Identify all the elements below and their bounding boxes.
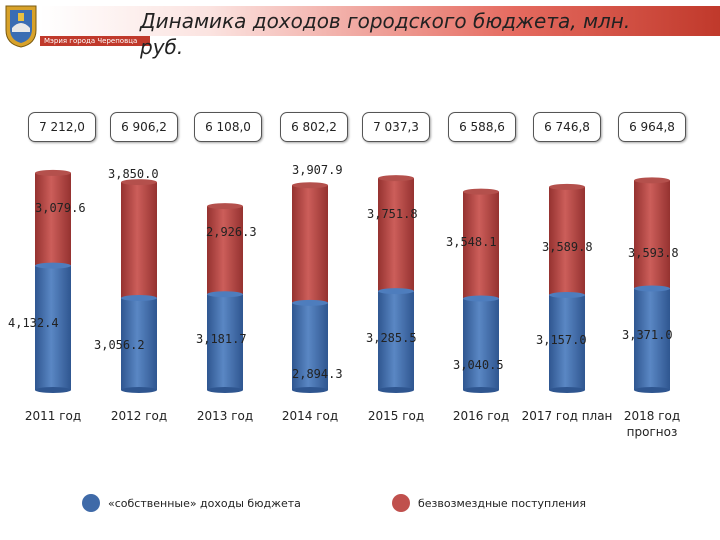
bar-own-bottom-cap xyxy=(634,387,670,393)
x-tick-label: 2011 год xyxy=(25,409,81,423)
x-tick-label: 2013 год xyxy=(197,409,253,423)
bar-own-revenue xyxy=(207,294,243,390)
bar-grants xyxy=(463,191,499,299)
bar-segment-cap xyxy=(549,291,585,298)
bar-own-revenue xyxy=(35,265,71,390)
bar-own-revenue xyxy=(463,298,499,390)
org-label: Мэрия города Череповца xyxy=(44,37,138,45)
bar-own-revenue xyxy=(292,302,328,390)
data-label-grants: 2,926.3 xyxy=(206,225,257,239)
bar-top-cap xyxy=(634,177,670,184)
bar-own-revenue xyxy=(378,291,414,390)
bar-segment-cap xyxy=(35,262,71,269)
bar-grants xyxy=(207,206,243,295)
data-label-grants: 3,079.6 xyxy=(35,201,86,215)
data-label-grants: 3,593.8 xyxy=(628,246,679,260)
banner-gradient-bar xyxy=(40,6,720,36)
x-tick-label: 2012 год xyxy=(111,409,167,423)
title-line-1: Динамика доходов городского бюджета, млн… xyxy=(140,9,631,33)
stacked-bar-chart: 4,132.4 3,079.6 2011 год 3,056.2 3,850.0 2012… xyxy=(8,163,680,439)
legend-swatch xyxy=(392,494,410,512)
bar-top-cap xyxy=(292,182,328,189)
data-label-own: 2,894.3 xyxy=(292,367,343,381)
total-box: 6 588,6 xyxy=(448,112,516,142)
title-line-2: руб. xyxy=(140,35,184,59)
data-label-own: 3,040.5 xyxy=(453,358,504,372)
bar-own-bottom-cap xyxy=(207,387,243,393)
legend-label: безвозмездные поступления xyxy=(418,497,586,510)
data-label-own: 3,371.0 xyxy=(622,328,673,342)
total-box: 6 906,2 xyxy=(110,112,178,142)
bar-grants xyxy=(378,178,414,292)
bar-segment-cap xyxy=(207,291,243,298)
data-label-own: 3,181.7 xyxy=(196,332,247,346)
legend-label: «собственные» доходы бюджета xyxy=(108,497,301,510)
x-tick-label: 2015 год xyxy=(368,409,424,423)
total-box: 6 746,8 xyxy=(533,112,601,142)
bar-grants xyxy=(35,172,71,266)
bar-grants xyxy=(634,180,670,289)
x-tick-label: 2017 год план xyxy=(522,409,613,423)
x-tick-label: прогноз xyxy=(627,425,678,439)
page-title: Динамика доходов городского бюджета, млн… xyxy=(140,8,720,60)
bar-top-cap xyxy=(35,169,71,176)
total-box: 6 802,2 xyxy=(280,112,348,142)
data-label-own: 3,285.5 xyxy=(366,331,417,345)
bar-own-revenue xyxy=(634,288,670,390)
bar-top-cap xyxy=(207,203,243,210)
bar-segment-cap xyxy=(292,299,328,306)
bar-top-cap xyxy=(378,175,414,182)
bar-segment-cap xyxy=(463,295,499,302)
bar-grants xyxy=(292,185,328,303)
x-tick-label: 2014 год xyxy=(282,409,338,423)
data-label-grants: 3,751.8 xyxy=(367,207,418,221)
bar-top-cap xyxy=(549,183,585,190)
bar-grants xyxy=(549,186,585,295)
org-strip: Мэрия города Череповца xyxy=(40,36,150,46)
total-box: 7 212,0 xyxy=(28,112,96,142)
data-label-grants: 3,548.1 xyxy=(446,235,497,249)
x-tick-label: 2018 год xyxy=(624,409,680,423)
x-tick-label: 2016 год xyxy=(453,409,509,423)
legend-swatch xyxy=(82,494,100,512)
total-box: 6 108,0 xyxy=(194,112,262,142)
bar-own-bottom-cap xyxy=(35,387,71,393)
bar-own-revenue xyxy=(549,294,585,390)
bar-own-bottom-cap xyxy=(292,387,328,393)
data-label-own: 3,056.2 xyxy=(94,338,145,352)
bar-top-cap xyxy=(121,179,157,186)
data-label-grants: 3,850.0 xyxy=(108,167,159,181)
bar-grants xyxy=(121,182,157,299)
data-label-grants: 3,907.9 xyxy=(292,163,343,177)
bar-own-revenue xyxy=(121,298,157,390)
bar-top-cap xyxy=(463,188,499,195)
bar-segment-cap xyxy=(634,285,670,292)
header-banner: Мэрия города Череповца Динамика доходов … xyxy=(0,0,720,62)
bar-own-bottom-cap xyxy=(549,387,585,393)
bar-own-bottom-cap xyxy=(121,387,157,393)
bar-own-bottom-cap xyxy=(378,387,414,393)
bar-segment-cap xyxy=(121,295,157,302)
data-label-grants: 3,589.8 xyxy=(542,240,593,254)
coat-of-arms-icon xyxy=(5,5,37,48)
bar-segment-cap xyxy=(378,288,414,295)
data-label-own: 3,157.0 xyxy=(536,333,587,347)
bar-own-bottom-cap xyxy=(463,387,499,393)
total-box: 7 037,3 xyxy=(362,112,430,142)
total-box: 6 964,8 xyxy=(618,112,686,142)
data-label-own: 4,132.4 xyxy=(8,316,59,330)
